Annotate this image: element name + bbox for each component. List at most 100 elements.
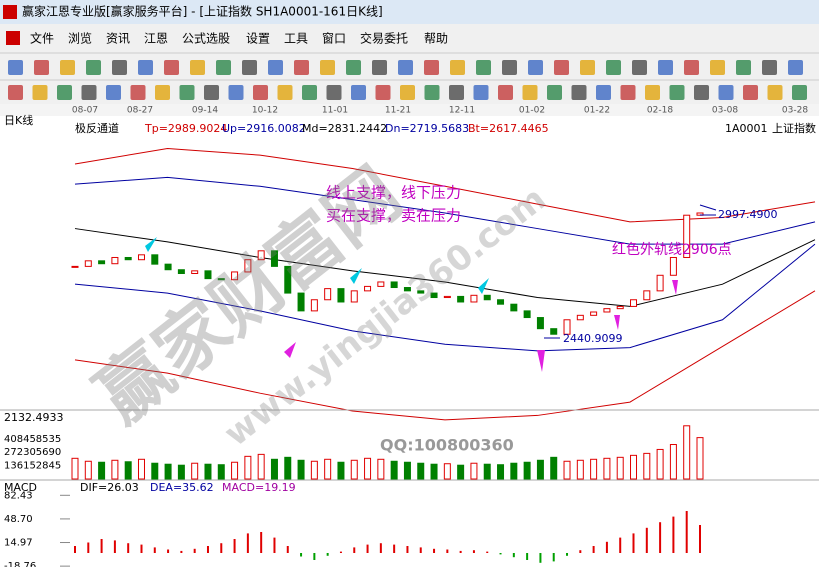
- candle: [643, 290, 651, 301]
- tool-button[interactable]: [476, 60, 491, 75]
- tool-button[interactable]: [130, 85, 146, 100]
- menu-item[interactable]: 浏览: [68, 31, 92, 46]
- tool-button[interactable]: [164, 60, 179, 75]
- menu-item[interactable]: 资讯: [106, 32, 130, 46]
- dif: DIF=26.03: [80, 481, 139, 494]
- tool-button[interactable]: [228, 85, 244, 100]
- code: 1A0001: [725, 122, 768, 135]
- tool-button[interactable]: [669, 85, 685, 100]
- tool-button[interactable]: [190, 60, 205, 75]
- tool-button[interactable]: [502, 60, 517, 75]
- tool-button[interactable]: [522, 85, 538, 100]
- tool-button[interactable]: [8, 60, 23, 75]
- tool-button[interactable]: [294, 60, 309, 75]
- tool-button[interactable]: [743, 85, 758, 100]
- tool-button[interactable]: [216, 60, 231, 75]
- tool-button[interactable]: [60, 60, 75, 75]
- tool-button[interactable]: [450, 60, 465, 75]
- tool-button[interactable]: [596, 85, 611, 100]
- tool-button[interactable]: [473, 85, 489, 100]
- tool-button[interactable]: [277, 85, 293, 100]
- candle: [71, 265, 79, 268]
- tool-button[interactable]: [398, 60, 413, 75]
- tool-button[interactable]: [424, 85, 440, 100]
- macd-tick: 48.70: [4, 514, 33, 525]
- tool-button[interactable]: [106, 85, 121, 100]
- candle: [111, 256, 119, 265]
- menu-item[interactable]: 工具: [284, 32, 308, 46]
- volume-bar: [151, 462, 159, 480]
- tool-button[interactable]: [86, 60, 101, 75]
- tool-button[interactable]: [528, 60, 543, 75]
- menu-item[interactable]: 公式选股: [182, 32, 230, 46]
- menu-item[interactable]: 窗口: [322, 32, 346, 46]
- tool-button[interactable]: [204, 85, 219, 100]
- tool-button[interactable]: [242, 60, 257, 75]
- tool-button[interactable]: [710, 60, 725, 75]
- candle: [377, 281, 385, 287]
- volume-bar: [164, 463, 172, 480]
- tool-button[interactable]: [694, 85, 709, 100]
- tool-button[interactable]: [32, 85, 48, 100]
- tool-button[interactable]: [138, 60, 153, 75]
- tool-button[interactable]: [571, 85, 587, 100]
- tool-button[interactable]: [424, 60, 439, 75]
- menu-item[interactable]: 文件: [30, 31, 54, 46]
- volume-bar: [550, 456, 558, 480]
- tool-button[interactable]: [547, 85, 562, 100]
- watermark: 赢家财富网: [81, 151, 416, 439]
- menu-item[interactable]: 江恩: [144, 32, 168, 46]
- tool-button[interactable]: [351, 85, 366, 100]
- tool-button[interactable]: [606, 60, 621, 75]
- tool-button[interactable]: [155, 85, 170, 100]
- tool-button[interactable]: [375, 85, 391, 100]
- tool-button[interactable]: [658, 60, 673, 75]
- tool-button[interactable]: [762, 60, 777, 75]
- tool-button[interactable]: [645, 85, 660, 100]
- volume-bar: [270, 458, 278, 480]
- tool-button[interactable]: [632, 60, 647, 75]
- candle: [417, 290, 425, 294]
- tool-button[interactable]: [302, 85, 317, 100]
- tool-button[interactable]: [268, 60, 283, 75]
- tool-button[interactable]: [449, 85, 464, 100]
- band-line: [74, 243, 816, 352]
- tool-button[interactable]: [718, 85, 734, 100]
- cyan-arrows: [145, 237, 489, 294]
- tool-button[interactable]: [792, 85, 807, 100]
- tool-button[interactable]: [372, 60, 387, 75]
- window-title: 赢家江恩专业版[赢家服务平台] - [上证指数 SH1A0001-161日K线]: [22, 4, 383, 19]
- candle: [443, 295, 451, 299]
- tool-button[interactable]: [8, 85, 23, 100]
- tool-button[interactable]: [400, 85, 415, 100]
- band-line: [74, 176, 816, 245]
- candle: [550, 328, 558, 335]
- tool-button[interactable]: [326, 85, 342, 100]
- volume-bar: [137, 458, 145, 480]
- tool-button[interactable]: [34, 60, 49, 75]
- candle: [403, 287, 411, 292]
- menu-item[interactable]: 帮助: [424, 32, 448, 46]
- tool-button[interactable]: [788, 60, 803, 75]
- tool-button[interactable]: [81, 85, 97, 100]
- tool-button[interactable]: [346, 60, 361, 75]
- tool-button[interactable]: [736, 60, 751, 75]
- tool-button[interactable]: [57, 85, 72, 100]
- tool-button[interactable]: [767, 85, 783, 100]
- tool-button[interactable]: [554, 60, 569, 75]
- menu-item[interactable]: 交易委托: [360, 31, 408, 46]
- tool-button[interactable]: [253, 85, 268, 100]
- tool-button[interactable]: [179, 85, 195, 100]
- candle: [164, 263, 172, 271]
- candle: [297, 292, 305, 312]
- tool-button[interactable]: [112, 60, 127, 75]
- tool-button[interactable]: [620, 85, 636, 100]
- volume-bar: [84, 460, 92, 480]
- tool-button[interactable]: [320, 60, 335, 75]
- tool-button[interactable]: [498, 85, 513, 100]
- tool-button[interactable]: [684, 60, 699, 75]
- band-line: [74, 147, 816, 223]
- tool-button[interactable]: [580, 60, 595, 75]
- menu-item[interactable]: 设置: [246, 32, 270, 46]
- date-bar: [0, 104, 819, 116]
